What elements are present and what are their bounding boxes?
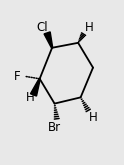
Text: Br: Br [48, 121, 61, 134]
Text: H: H [25, 91, 34, 104]
Text: H: H [85, 21, 94, 34]
Polygon shape [31, 79, 40, 96]
Text: H: H [89, 111, 97, 124]
Text: F: F [14, 70, 21, 83]
Polygon shape [44, 32, 53, 48]
Text: Cl: Cl [36, 21, 48, 34]
